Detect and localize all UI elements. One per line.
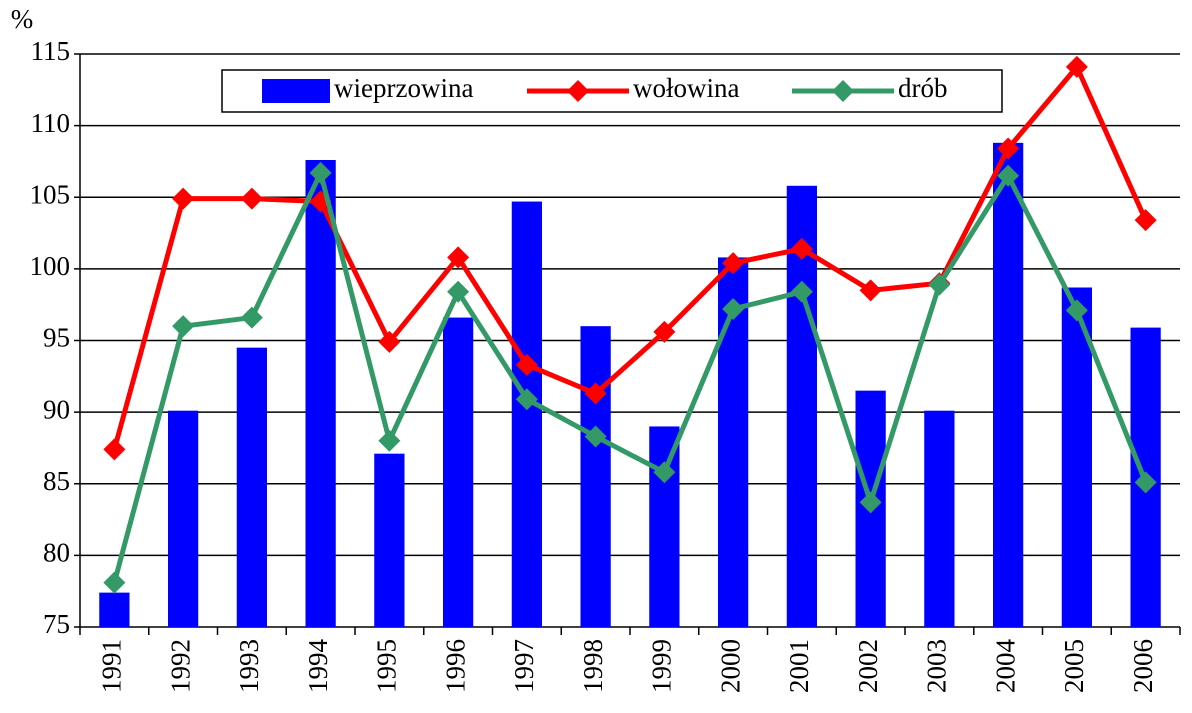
marker xyxy=(859,491,882,514)
x-tick-label: 2000 xyxy=(715,639,745,693)
marker xyxy=(997,164,1020,187)
marker xyxy=(447,280,470,303)
marker xyxy=(172,187,195,210)
legend-label: drób xyxy=(898,73,948,103)
y-tick-label: 80 xyxy=(43,538,70,568)
marker xyxy=(240,306,263,329)
marker xyxy=(1134,209,1157,232)
marker xyxy=(722,252,745,275)
bar xyxy=(993,142,1024,627)
marker xyxy=(515,353,538,376)
y-axis-label: % xyxy=(11,4,34,34)
marker xyxy=(997,137,1020,160)
x-tick-label: 2006 xyxy=(1128,639,1158,693)
x-tick-label: 2004 xyxy=(990,639,1020,694)
bar xyxy=(236,347,267,627)
marker xyxy=(653,320,676,343)
marker xyxy=(309,161,332,184)
bar xyxy=(580,326,611,627)
legend-marker xyxy=(832,80,854,102)
marker xyxy=(584,425,607,448)
x-tick-label: 1999 xyxy=(647,639,677,693)
marker xyxy=(515,388,538,411)
bar xyxy=(1061,287,1092,627)
marker xyxy=(928,273,951,296)
marker xyxy=(378,330,401,353)
y-tick-label: 110 xyxy=(31,108,71,138)
marker xyxy=(172,315,195,338)
marker xyxy=(103,571,126,594)
x-tick-label: 1991 xyxy=(97,639,127,693)
marker xyxy=(103,438,126,461)
y-tick-label: 105 xyxy=(30,179,71,209)
y-tick-label: 90 xyxy=(43,394,70,424)
line xyxy=(111,170,1148,584)
bar xyxy=(99,592,130,627)
x-tick-label: 2005 xyxy=(1059,639,1089,693)
x-tick-label: 2003 xyxy=(922,639,952,693)
x-tick-label: 2002 xyxy=(853,639,883,693)
bar xyxy=(924,410,955,627)
marker xyxy=(584,382,607,405)
legend-marker xyxy=(567,80,589,102)
marker xyxy=(1065,55,1088,78)
x-tick-label: 1996 xyxy=(440,639,470,693)
legend-swatch xyxy=(262,79,330,103)
x-tick-label: 1994 xyxy=(303,639,333,694)
marker xyxy=(790,280,813,303)
bar xyxy=(374,453,405,627)
y-tick-label: 75 xyxy=(43,609,70,639)
bar xyxy=(511,201,542,628)
y-tick-label: 85 xyxy=(43,466,70,496)
x-tick-label: 1992 xyxy=(165,639,195,693)
x-tick-label: 1993 xyxy=(234,639,264,693)
bar xyxy=(168,410,199,627)
marker xyxy=(240,187,263,210)
bar xyxy=(305,160,336,627)
marker xyxy=(790,237,813,260)
marker xyxy=(378,429,401,452)
bar xyxy=(443,317,474,627)
x-tick-label: 2001 xyxy=(784,639,814,693)
marker xyxy=(1065,299,1088,322)
y-tick-label: 95 xyxy=(43,323,70,353)
y-tick-label: 115 xyxy=(31,36,71,66)
marker xyxy=(859,279,882,302)
x-tick-label: 1998 xyxy=(578,639,608,693)
marker xyxy=(1134,471,1157,494)
x-tick-label: 1997 xyxy=(509,639,539,693)
legend-label: wieprzowina xyxy=(334,73,473,103)
marker xyxy=(722,297,745,320)
line xyxy=(111,64,1148,451)
y-tick-label: 100 xyxy=(30,251,71,281)
marker xyxy=(447,246,470,269)
bar xyxy=(649,426,680,627)
marker xyxy=(653,461,676,484)
legend-label: wołowina xyxy=(633,73,740,103)
x-tick-label: 1995 xyxy=(372,639,402,693)
